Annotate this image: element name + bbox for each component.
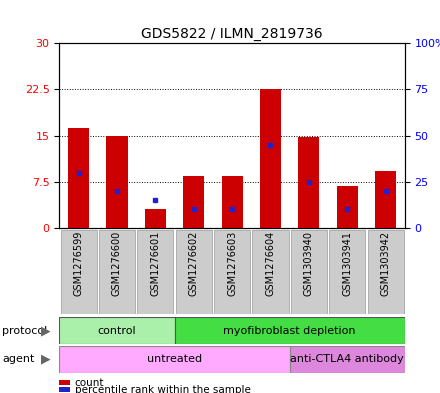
Text: anti-CTLA4 antibody: anti-CTLA4 antibody (290, 354, 404, 364)
Bar (106, 136, 128, 228)
FancyBboxPatch shape (291, 230, 327, 314)
Text: percentile rank within the sample: percentile rank within the sample (75, 385, 251, 393)
Text: GSM1276599: GSM1276599 (73, 231, 84, 296)
FancyBboxPatch shape (99, 230, 135, 314)
Bar (183, 176, 204, 228)
Title: GDS5822 / ILMN_2819736: GDS5822 / ILMN_2819736 (141, 27, 323, 41)
Bar (68, 128, 89, 228)
Bar (145, 209, 166, 228)
Bar (59, 317, 175, 344)
FancyBboxPatch shape (61, 230, 97, 314)
Text: agent: agent (2, 354, 35, 364)
FancyBboxPatch shape (176, 230, 212, 314)
Text: GSM1276603: GSM1276603 (227, 231, 237, 296)
Bar (222, 176, 242, 228)
FancyBboxPatch shape (367, 230, 403, 314)
Text: untreated: untreated (147, 354, 202, 364)
Bar (175, 317, 405, 344)
Text: GSM1276600: GSM1276600 (112, 231, 122, 296)
Text: ▶: ▶ (41, 324, 51, 337)
Text: GSM1303941: GSM1303941 (342, 231, 352, 296)
Bar (375, 171, 396, 228)
Text: GSM1276601: GSM1276601 (150, 231, 160, 296)
Text: ▶: ▶ (41, 353, 51, 366)
Text: count: count (75, 378, 104, 388)
FancyBboxPatch shape (214, 230, 250, 314)
Bar (290, 346, 405, 373)
FancyBboxPatch shape (329, 230, 365, 314)
Text: protocol: protocol (2, 325, 48, 336)
Bar (260, 90, 281, 228)
Bar (59, 346, 290, 373)
Bar (337, 186, 358, 228)
Text: GSM1276602: GSM1276602 (189, 231, 199, 296)
Bar (298, 137, 319, 228)
Text: GSM1303940: GSM1303940 (304, 231, 314, 296)
Text: myofibroblast depletion: myofibroblast depletion (224, 325, 356, 336)
FancyBboxPatch shape (137, 230, 173, 314)
Text: control: control (98, 325, 136, 336)
Text: GSM1303942: GSM1303942 (381, 231, 391, 296)
Text: GSM1276604: GSM1276604 (265, 231, 275, 296)
FancyBboxPatch shape (253, 230, 289, 314)
